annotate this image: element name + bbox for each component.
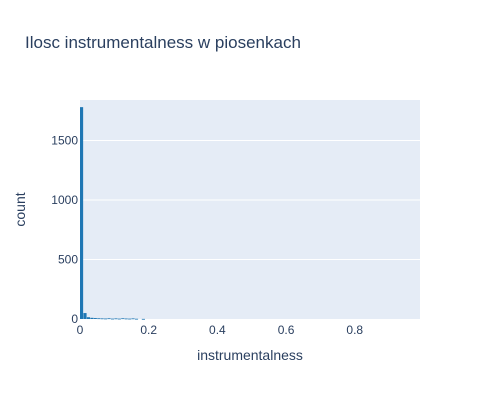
y-tick-label: 500 <box>58 252 78 266</box>
histogram-bar <box>104 318 108 320</box>
histogram-bar <box>100 318 104 320</box>
histogram-bar <box>83 313 87 319</box>
histogram-bar <box>80 107 84 320</box>
histogram-bar <box>134 318 139 320</box>
x-tick-label: 0 <box>77 323 84 337</box>
chart-title: Ilosc instrumentalness w piosenkach <box>25 33 301 52</box>
y-tick-label: 0 <box>71 312 78 326</box>
x-tick-label: 0.8 <box>346 323 363 337</box>
histogram-bar <box>90 317 94 319</box>
x-tick-label: 0.4 <box>209 323 226 337</box>
y-axis-title: count <box>12 192 28 226</box>
x-axis-title: instrumentalness <box>197 347 303 363</box>
y-axis-ticks: 0 500 1000 1500 <box>51 133 78 326</box>
histogram-bar <box>131 318 135 320</box>
histogram-bar <box>128 318 132 320</box>
histogram-bar <box>110 318 115 320</box>
histogram-bar <box>121 318 125 320</box>
histogram-bar <box>114 318 118 320</box>
histogram-bar <box>86 317 91 319</box>
gridlines <box>80 139 420 260</box>
x-axis-ticks: 0 0.2 0.4 0.6 0.8 <box>77 323 364 337</box>
histogram-bar <box>141 318 145 320</box>
y-tick-label: 1500 <box>51 133 78 147</box>
histogram-bar <box>97 318 101 320</box>
x-tick-label: 0.2 <box>140 323 157 337</box>
histogram-bar <box>117 318 121 320</box>
x-tick-label: 0.6 <box>278 323 295 337</box>
histogram-bar <box>107 318 111 320</box>
plot-background <box>80 100 420 319</box>
histogram-bars <box>80 107 145 320</box>
y-tick-label: 1000 <box>51 193 78 207</box>
histogram-bar <box>124 318 128 320</box>
histogram-bar <box>93 318 97 319</box>
